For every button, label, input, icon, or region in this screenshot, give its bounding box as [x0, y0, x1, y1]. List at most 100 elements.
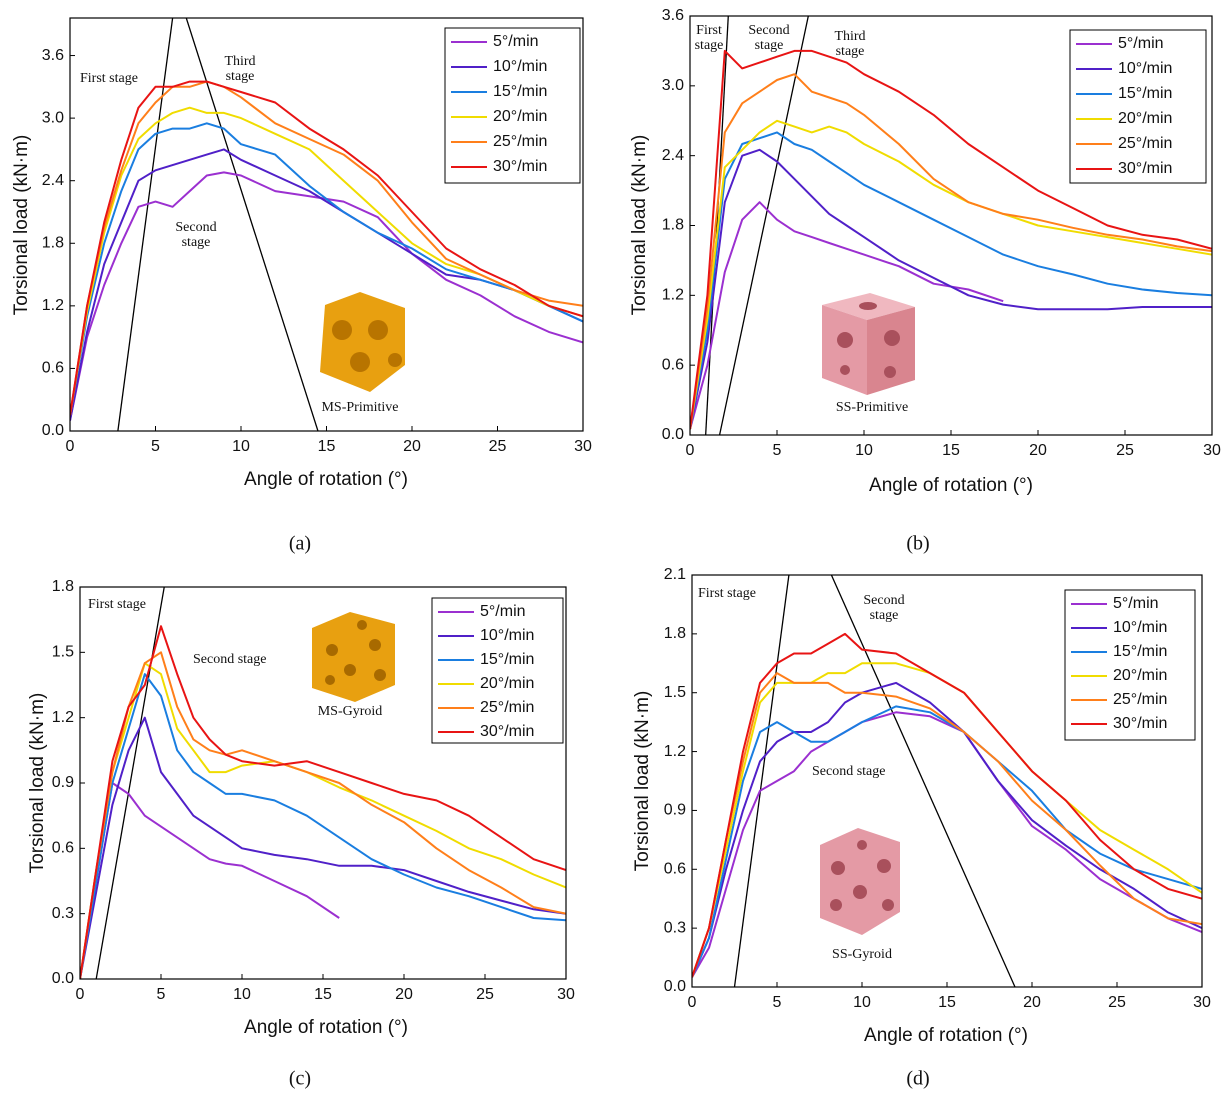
- x-tick-label: 30: [1203, 442, 1221, 459]
- legend-label: 30°/min: [1113, 715, 1167, 732]
- legend-label: 30°/min: [480, 723, 534, 740]
- x-tick-label: 20: [403, 438, 421, 455]
- y-axis-label: Torsional load (kN·m): [27, 693, 48, 874]
- panel-label: (b): [906, 533, 929, 555]
- series-line: [690, 131, 1212, 430]
- y-tick-label: 3.6: [662, 7, 684, 24]
- annotation: stage: [695, 38, 724, 53]
- x-axis-label: Angle of rotation (°): [244, 469, 408, 490]
- annotation: Third: [834, 29, 865, 44]
- stage-line: [718, 16, 809, 435]
- y-tick-label: 0.0: [52, 970, 74, 987]
- y-tick-label: 1.8: [662, 217, 684, 234]
- inset-ss-primitive: [822, 293, 915, 395]
- x-tick-label: 15: [938, 994, 956, 1011]
- series-line: [690, 49, 1212, 430]
- annotation: First: [696, 23, 722, 38]
- series-line: [70, 106, 583, 416]
- series-line: [80, 673, 566, 979]
- annotation: stage: [226, 69, 255, 84]
- series-line: [690, 119, 1212, 430]
- legend-label: 30°/min: [1118, 160, 1172, 177]
- y-tick-label: 1.8: [52, 578, 74, 595]
- series-line: [80, 716, 566, 979]
- legend-label: 25°/min: [1118, 135, 1172, 152]
- panel: 0.0 0.3 0.6 0.9 1.2 1.5 1.8 2.1 0 5 10 15 20 25 30 Angl…: [632, 566, 1211, 1089]
- legend-label: 15°/min: [493, 83, 547, 100]
- annotation: First stage: [698, 586, 756, 601]
- x-tick-label: 0: [76, 986, 85, 1003]
- series-line: [80, 782, 340, 979]
- legend-label: 5°/min: [1113, 595, 1159, 612]
- y-tick-label: 1.2: [42, 297, 64, 314]
- y-tick-label: 0.9: [664, 802, 686, 819]
- legend-label: 5°/min: [480, 603, 526, 620]
- legend-label: 10°/min: [1118, 60, 1172, 77]
- x-tick-label: 10: [233, 986, 251, 1003]
- x-tick-label: 5: [773, 442, 782, 459]
- series-line: [692, 705, 1202, 978]
- annotation: Third: [224, 54, 255, 69]
- legend-label: 20°/min: [1113, 667, 1167, 684]
- y-tick-label: 3.6: [42, 47, 64, 64]
- annotation: stage: [836, 44, 865, 59]
- series-line: [80, 625, 566, 979]
- series-line: [690, 201, 1004, 430]
- x-tick-label: 0: [688, 994, 697, 1011]
- series-line: [692, 662, 1202, 978]
- series-line: [692, 672, 1202, 978]
- y-tick-label: 0.3: [664, 919, 686, 936]
- x-axis-label: Angle of rotation (°): [869, 475, 1033, 496]
- legend-box: [1069, 29, 1207, 184]
- y-tick-label: 1.5: [664, 684, 686, 701]
- panel-label: (a): [289, 533, 311, 555]
- annotation: SS-Gyroid: [832, 947, 892, 962]
- y-tick-label: 1.2: [664, 743, 686, 760]
- legend-label: 5°/min: [493, 33, 539, 50]
- legend-label: 25°/min: [493, 133, 547, 150]
- x-tick-label: 20: [1029, 442, 1047, 459]
- inset-ss-gyroid: [820, 828, 900, 935]
- legend-box: [444, 27, 581, 184]
- series-line: [692, 632, 1202, 978]
- legend-label: 15°/min: [1118, 85, 1172, 102]
- series-line: [690, 148, 1212, 430]
- y-tick-label: 2.4: [42, 172, 64, 189]
- x-tick-label: 25: [476, 986, 494, 1003]
- x-tick-label: 0: [66, 438, 75, 455]
- legend-label: 20°/min: [493, 108, 547, 125]
- y-tick-label: 0.0: [42, 422, 64, 439]
- x-tick-label: 15: [314, 986, 332, 1003]
- y-tick-label: 0.6: [52, 840, 74, 857]
- annotation: SS-Primitive: [836, 400, 908, 415]
- series-line: [70, 122, 583, 416]
- panel: 0.0 0.3 0.6 0.9 1.2 1.5 1.8 0 5 10 15 20 25 30 Angle o…: [27, 578, 575, 1089]
- legend-label: 25°/min: [480, 699, 534, 716]
- stage-line: [185, 18, 319, 431]
- x-tick-label: 5: [773, 994, 782, 1011]
- annotation: Second stage: [193, 652, 266, 667]
- x-tick-label: 15: [942, 442, 960, 459]
- inset-ms-primitive: [320, 292, 405, 392]
- inset-ms-gyroid: [312, 612, 395, 702]
- y-tick-label: 0.6: [664, 861, 686, 878]
- y-tick-label: 3.0: [662, 77, 684, 94]
- annotation: Second stage: [812, 764, 885, 779]
- panel-label: (d): [906, 1068, 929, 1090]
- legend-label: 5°/min: [1118, 35, 1164, 52]
- x-tick-label: 20: [1023, 994, 1041, 1011]
- legend-label: 30°/min: [493, 158, 547, 175]
- annotation: Second: [748, 23, 789, 38]
- y-tick-label: 1.2: [662, 287, 684, 304]
- x-axis-label: Angle of rotation (°): [244, 1017, 408, 1038]
- annotation: MS-Gyroid: [318, 704, 383, 719]
- annotation: MS-Primitive: [321, 400, 398, 415]
- series-line: [70, 80, 583, 416]
- y-tick-label: 1.8: [42, 234, 64, 251]
- x-axis-label: Angle of rotation (°): [864, 1025, 1028, 1046]
- annotation: stage: [870, 608, 899, 623]
- series-line: [70, 171, 583, 421]
- stage-line: [733, 575, 790, 987]
- x-tick-label: 10: [855, 442, 873, 459]
- legend-label: 20°/min: [480, 675, 534, 692]
